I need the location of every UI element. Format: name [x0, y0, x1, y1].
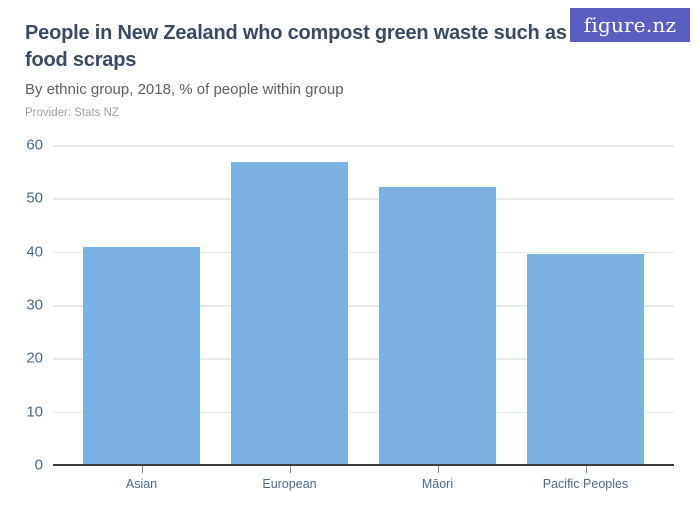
gridline-30 — [53, 305, 674, 307]
y-axis-tick-label-50: 50 — [26, 189, 43, 207]
bar-column: European — [231, 145, 348, 491]
gridline-50 — [53, 198, 674, 200]
x-axis-label: Pacific Peoples — [542, 477, 629, 491]
bar[interactable] — [83, 246, 200, 465]
figure-nz-logo[interactable]: figure.nz — [570, 8, 690, 42]
y-axis-tick-label-10: 10 — [26, 403, 43, 421]
bar-column: Pacific Peoples — [527, 145, 644, 491]
x-axis-tick — [585, 466, 587, 473]
bars-container: Asian European Māori Pacific Peoples — [53, 145, 674, 491]
bar-column: Asian — [83, 145, 200, 491]
x-axis-label: European — [262, 477, 317, 491]
y-axis-tick-label-40: 40 — [26, 243, 43, 261]
chart-title: People in New Zealand who compost green … — [25, 22, 567, 71]
x-axis-line — [53, 464, 674, 466]
y-axis-tick-label-20: 20 — [26, 349, 43, 367]
bar-chart-plot-area: 0 10 20 30 40 50 60 Asian European Māori Pacific … — [26, 137, 674, 491]
gridline-60 — [53, 145, 674, 147]
x-axis-tick — [141, 466, 143, 473]
chart-subtitle: By ethnic group, 2018, % of people withi… — [25, 81, 344, 98]
y-axis-tick-label-60: 60 — [26, 136, 43, 154]
x-axis-label: Asian — [125, 477, 158, 491]
bar[interactable] — [231, 161, 348, 465]
gridline-10 — [53, 411, 674, 414]
gridline-40 — [53, 251, 674, 254]
bar[interactable] — [527, 253, 644, 465]
bar-column: Māori — [379, 145, 496, 491]
x-axis-tick — [289, 466, 291, 473]
x-axis-label: Māori — [421, 477, 454, 491]
chart-provider: Provider: Stats NZ — [25, 107, 119, 119]
y-axis-tick-label-0: 0 — [34, 456, 43, 474]
bar[interactable] — [379, 187, 496, 465]
x-axis-tick — [437, 466, 439, 473]
figure-nz-logo-text: figure.nz — [583, 13, 677, 37]
y-axis-tick-label-30: 30 — [26, 296, 43, 314]
gridline-20 — [53, 358, 674, 360]
